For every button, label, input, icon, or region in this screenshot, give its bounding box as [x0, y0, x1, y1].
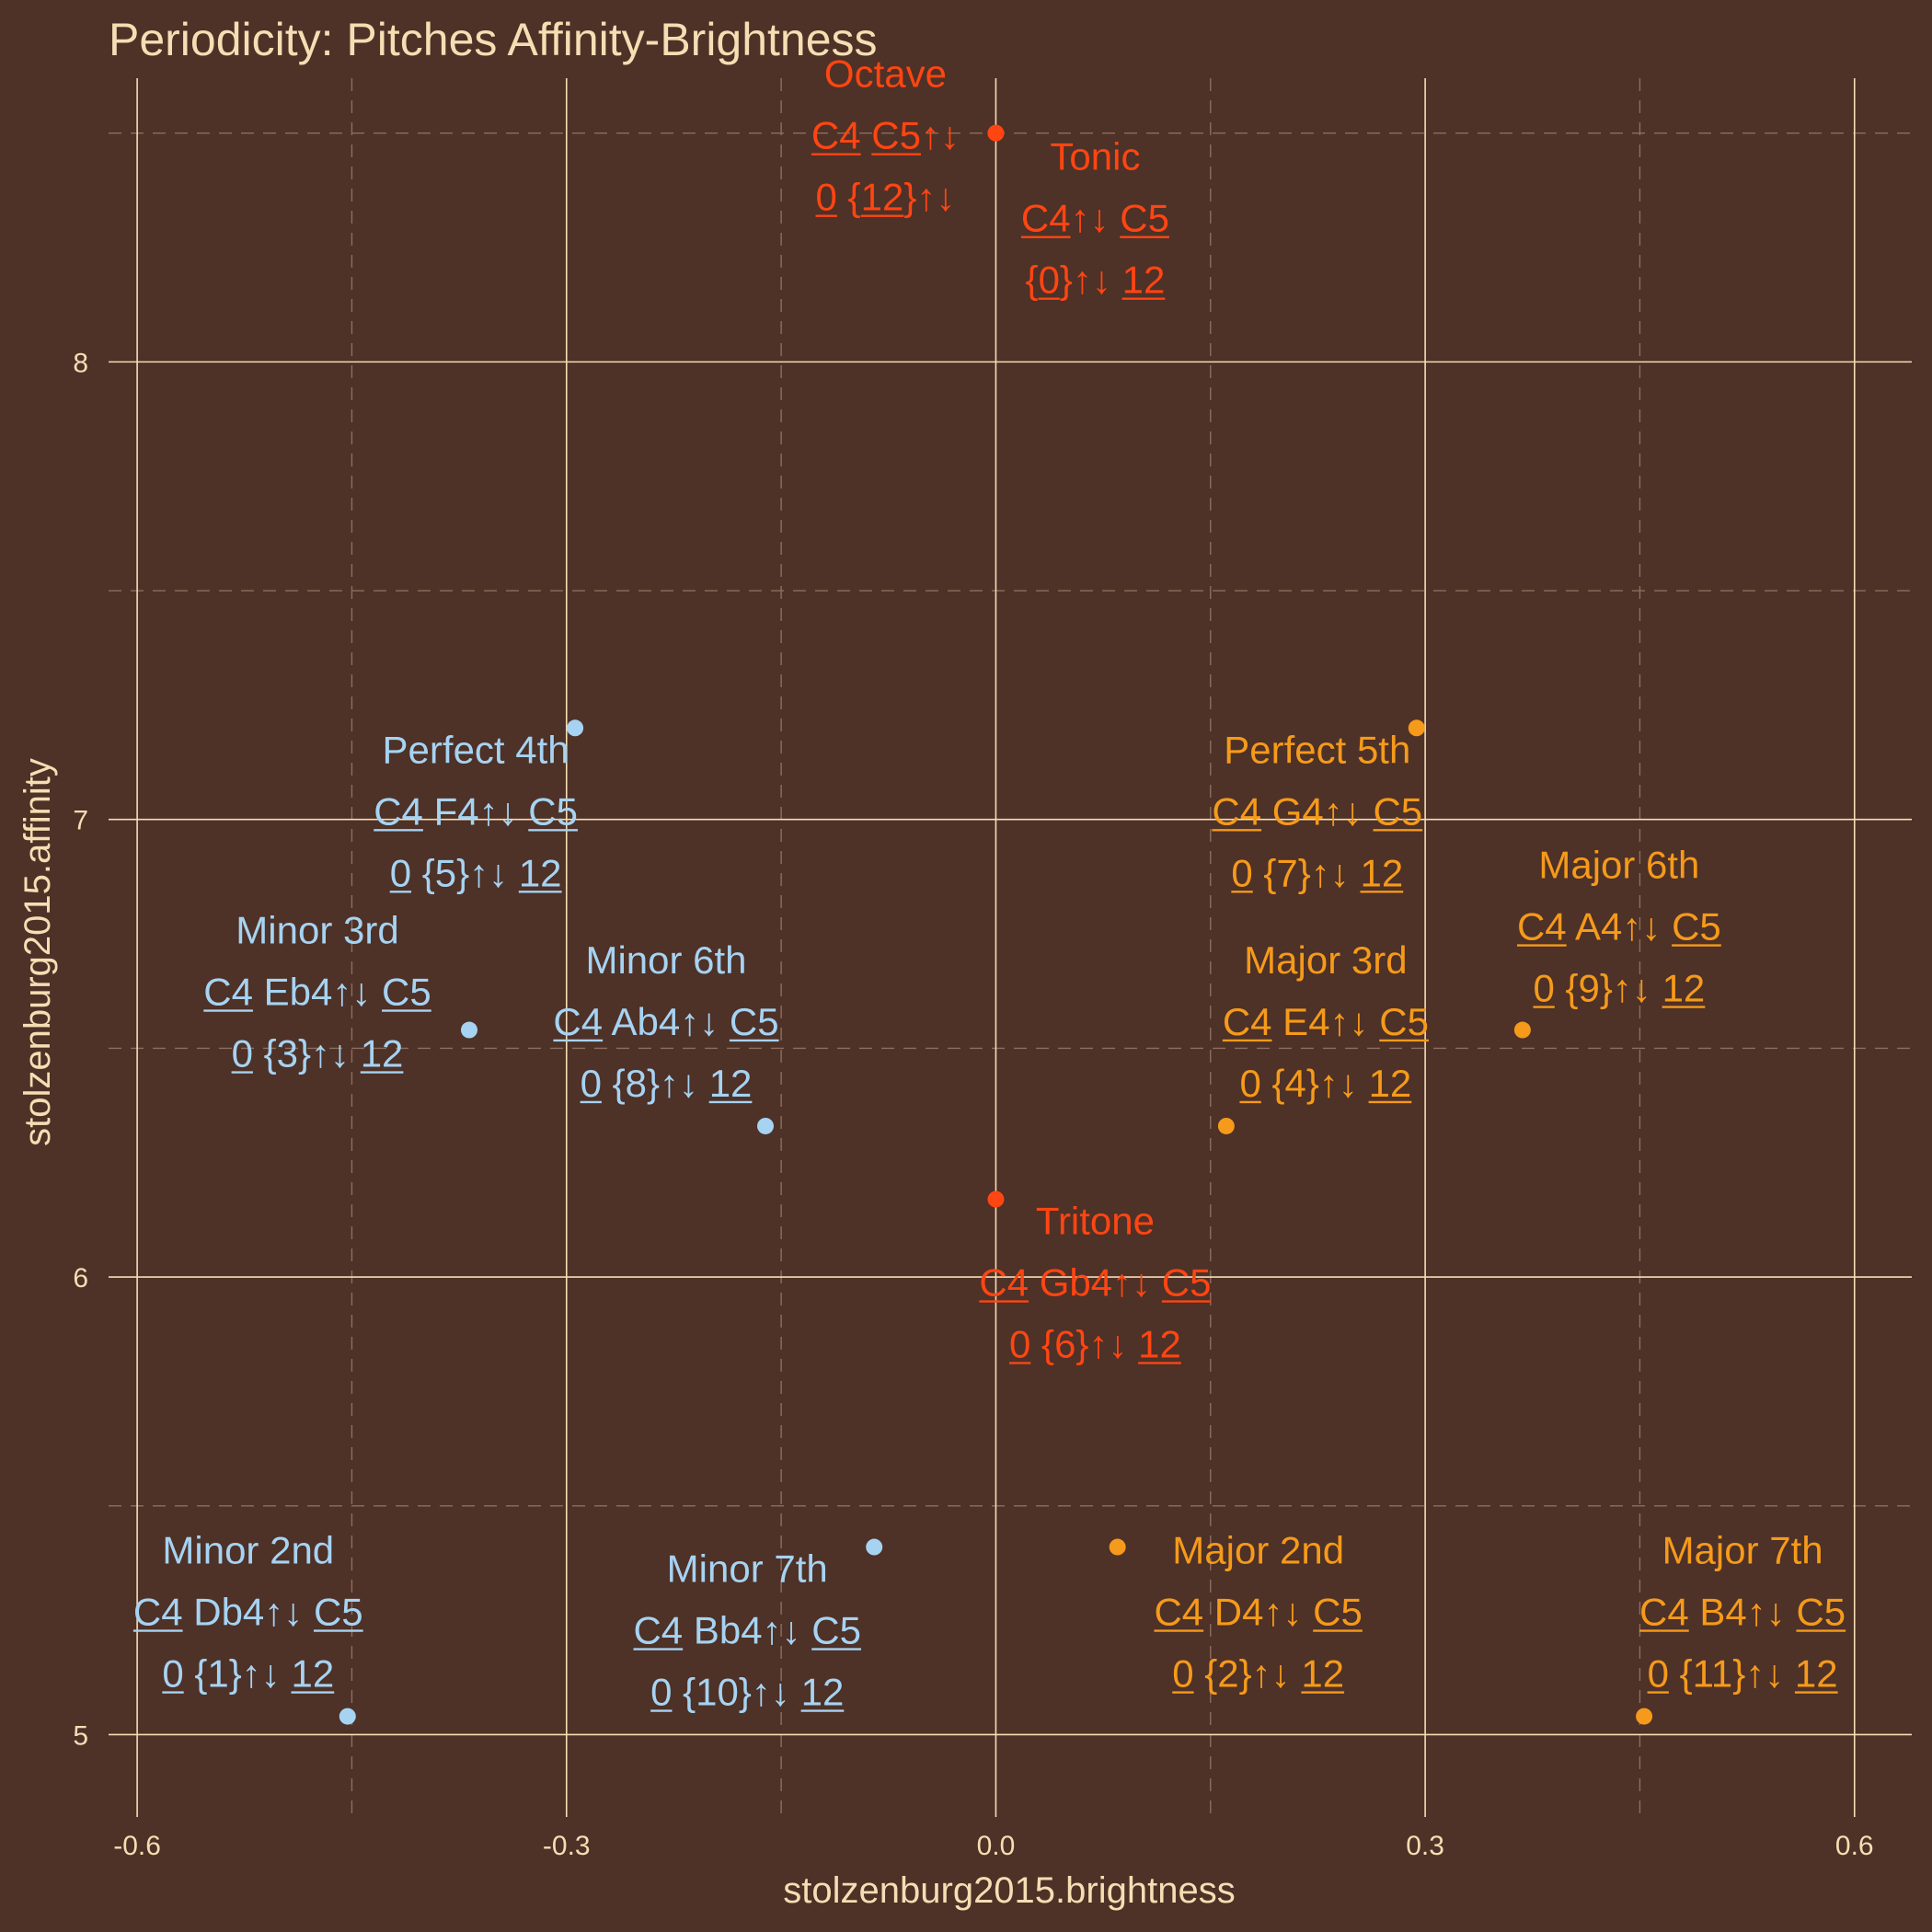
- label-notes: C4 Db4↑↓ C5: [133, 1591, 363, 1634]
- point-perfect-5th: [1408, 719, 1425, 737]
- label-major-3rd: Major 3rd C4 E4↑↓ C5 0 {4}↑↓ 12: [1222, 938, 1429, 1105]
- label-notes: C4 Eb4↑↓ C5: [203, 971, 431, 1014]
- grid: [109, 78, 1912, 1817]
- label-notes: C4 Ab4↑↓ C5: [553, 1000, 778, 1043]
- label-pitch-classes: 0 {7}↑↓ 12: [1231, 851, 1403, 894]
- point-tritone: [987, 1190, 1005, 1208]
- label-tritone: Tritone C4 Gb4↑↓ C5 0 {6}↑↓ 12: [979, 1200, 1212, 1366]
- chart-title: Periodicity: Pitches Affinity-Brightness: [109, 14, 878, 65]
- label-name: Tritone: [1036, 1200, 1155, 1243]
- label-major-7th: Major 7th C4 B4↑↓ C5 0 {11}↑↓ 12: [1639, 1529, 1846, 1696]
- x-tick-label: 0.6: [1835, 1831, 1874, 1861]
- label-name: Major 3rd: [1244, 938, 1407, 982]
- label-octave: Octave C4 C5↑↓ 0 {12}↑↓: [811, 52, 960, 219]
- label-name: Tonic: [1050, 135, 1140, 178]
- label-name: Minor 2nd: [162, 1529, 334, 1572]
- point-major-6th: [1513, 1021, 1531, 1039]
- axis-ticks: -0.6 -0.3 0.0 0.3 0.6 5 6 7 8: [73, 348, 1873, 1861]
- label-name: Minor 7th: [667, 1547, 828, 1591]
- label-name: Major 6th: [1538, 844, 1699, 887]
- label-pitch-classes: 0 {4}↑↓ 12: [1239, 1062, 1411, 1105]
- label-notes: C4 Bb4↑↓ C5: [633, 1609, 860, 1652]
- label-tonic: Tonic C4↑↓ C5 {0}↑↓ 12: [1020, 135, 1169, 302]
- label-name: Octave: [824, 52, 947, 96]
- label-name: Major 7th: [1662, 1529, 1823, 1572]
- label-name: Perfect 5th: [1224, 728, 1410, 771]
- point-perfect-4th: [567, 719, 584, 737]
- y-tick-label: 6: [73, 1263, 88, 1294]
- label-name: Major 2nd: [1172, 1529, 1344, 1572]
- label-minor-7th: Minor 7th C4 Bb4↑↓ C5 0 {10}↑↓ 12: [633, 1547, 861, 1714]
- label-major-2nd: Major 2nd C4 D4↑↓ C5 0 {2}↑↓ 12: [1154, 1529, 1363, 1696]
- label-notes: C4 Gb4↑↓ C5: [979, 1261, 1211, 1305]
- x-tick-label: -0.3: [543, 1831, 591, 1861]
- x-tick-label: 0.0: [977, 1831, 1016, 1861]
- point-major-3rd: [1217, 1117, 1235, 1134]
- label-notes: C4 F4↑↓ C5: [374, 789, 578, 833]
- x-tick-label: -0.6: [113, 1831, 161, 1861]
- label-notes: C4 C5↑↓: [811, 114, 960, 157]
- point-minor-6th: [757, 1117, 774, 1134]
- y-tick-label: 5: [73, 1720, 88, 1751]
- label-pitch-classes: {0}↑↓ 12: [1026, 259, 1166, 302]
- point-major-2nd: [1109, 1538, 1126, 1556]
- point-minor-2nd: [339, 1708, 356, 1725]
- y-tick-label: 7: [73, 806, 88, 836]
- x-axis-title: stolzenburg2015.brightness: [783, 1870, 1235, 1911]
- label-minor-3rd: Minor 3rd C4 Eb4↑↓ C5 0 {3}↑↓ 12: [203, 909, 431, 1075]
- label-perfect-4th: Perfect 4th C4 F4↑↓ C5 0 {5}↑↓ 12: [374, 728, 578, 894]
- y-axis-title: stolzenburg2015.affinity: [17, 758, 58, 1146]
- label-notes: C4↑↓ C5: [1021, 197, 1169, 240]
- label-notes: C4 A4↑↓ C5: [1517, 905, 1721, 949]
- label-notes: C4 D4↑↓ C5: [1154, 1591, 1362, 1634]
- label-pitch-classes: 0 {2}↑↓ 12: [1172, 1652, 1344, 1696]
- label-notes: C4 G4↑↓ C5: [1212, 789, 1422, 833]
- label-name: Minor 6th: [585, 938, 746, 982]
- label-pitch-classes: 0 {6}↑↓ 12: [1009, 1323, 1181, 1366]
- label-pitch-classes: 0 {11}↑↓ 12: [1648, 1652, 1838, 1696]
- label-pitch-classes: 0 {5}↑↓ 12: [390, 851, 562, 894]
- point-labels: Octave C4 C5↑↓ 0 {12}↑↓ Tonic C4↑↓ C5 {0}↑↓ 1…: [132, 52, 1846, 1714]
- label-major-6th: Major 6th C4 A4↑↓ C5 0 {9}↑↓ 12: [1516, 844, 1721, 1010]
- y-tick-label: 8: [73, 348, 88, 378]
- label-perfect-5th: Perfect 5th C4 G4↑↓ C5 0 {7}↑↓ 12: [1212, 728, 1423, 894]
- label-pitch-classes: 0 {1}↑↓ 12: [162, 1652, 334, 1696]
- label-pitch-classes: 0 {8}↑↓ 12: [581, 1062, 753, 1105]
- data-points: [339, 124, 1653, 1725]
- x-tick-label: 0.3: [1406, 1831, 1444, 1861]
- point-minor-3rd: [461, 1021, 477, 1039]
- label-name: Perfect 4th: [383, 728, 569, 771]
- label-pitch-classes: 0 {12}↑↓: [816, 176, 956, 219]
- label-pitch-classes: 0 {9}↑↓ 12: [1533, 967, 1705, 1010]
- label-name: Minor 3rd: [236, 909, 398, 952]
- point-major-7th: [1636, 1708, 1653, 1725]
- label-pitch-classes: 0 {10}↑↓ 12: [650, 1671, 844, 1714]
- label-notes: C4 B4↑↓ C5: [1639, 1591, 1846, 1634]
- label-minor-2nd: Minor 2nd C4 Db4↑↓ C5 0 {1}↑↓ 12: [132, 1529, 363, 1696]
- label-notes: C4 E4↑↓ C5: [1223, 1000, 1429, 1043]
- point-minor-7th: [866, 1538, 883, 1556]
- label-pitch-classes: 0 {3}↑↓ 12: [232, 1032, 404, 1075]
- point-tonic: [987, 124, 1005, 142]
- label-minor-6th: Minor 6th C4 Ab4↑↓ C5 0 {8}↑↓ 12: [553, 938, 779, 1105]
